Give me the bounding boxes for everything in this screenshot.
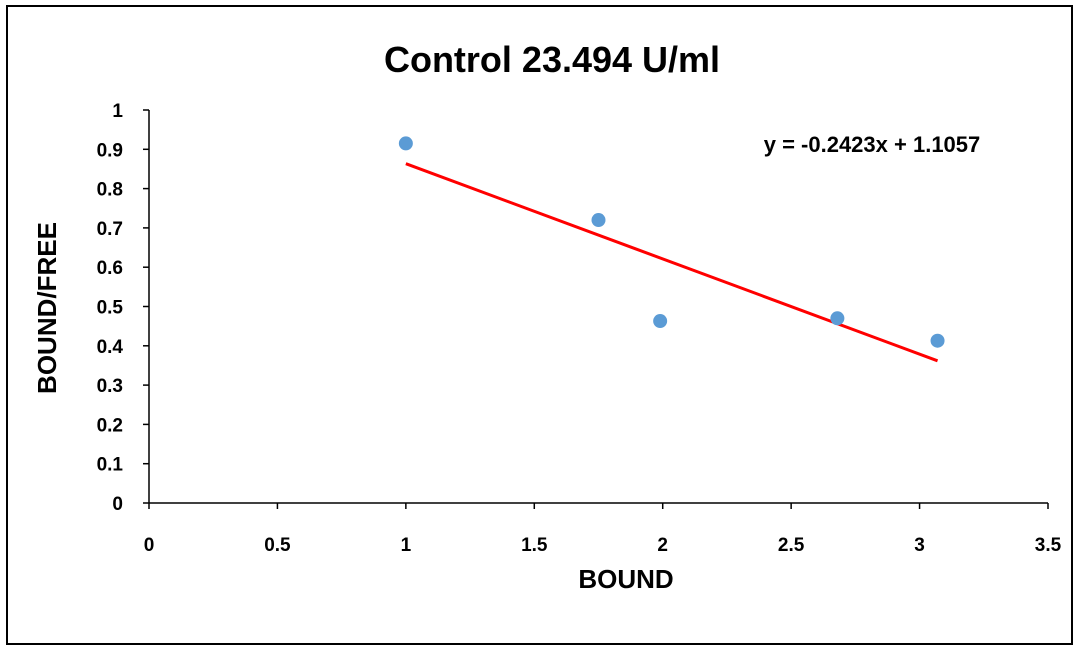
- data-point: [830, 311, 845, 326]
- x-tick-label: 0.5: [264, 535, 291, 556]
- y-tick-label: 1: [112, 101, 123, 122]
- chart-area: [6, 5, 1073, 645]
- data-point: [591, 213, 606, 228]
- y-tick-label: 0.1: [97, 455, 124, 476]
- y-tick-label: 0.4: [97, 337, 124, 358]
- x-tick-label: 2: [657, 535, 668, 556]
- y-tick-label: 0.5: [97, 298, 124, 319]
- chart-title: Control 23.494 U/ml: [384, 39, 720, 80]
- x-tick-label: 1: [401, 535, 412, 556]
- x-tick-label: 1.5: [521, 535, 548, 556]
- data-point: [930, 333, 945, 348]
- y-axis-title: BOUND/FREE: [32, 222, 62, 394]
- x-axis-title: BOUND: [578, 564, 673, 594]
- x-tick-label: 2.5: [778, 535, 805, 556]
- y-tick-label: 0.7: [97, 219, 123, 240]
- data-points: [398, 136, 945, 348]
- y-axis-ticks: 0 0.1 0.2 0.3 0.4 0.5 0.6 0.7 0.8 0.9 1: [97, 101, 149, 515]
- y-tick-label: 0.8: [97, 180, 123, 201]
- y-tick-label: 0.3: [97, 376, 123, 397]
- trendline: [405, 162, 939, 363]
- data-point: [653, 314, 668, 329]
- y-tick-label: 0: [112, 494, 123, 515]
- x-tick-label: 3: [914, 535, 925, 556]
- y-tick-label: 0.6: [97, 258, 123, 279]
- x-tick-label: 3.5: [1035, 535, 1062, 556]
- y-tick-label: 0.9: [97, 140, 123, 161]
- trendline-equation: y = -0.2423x + 1.1057: [764, 132, 981, 157]
- data-point: [398, 136, 413, 151]
- x-axis-ticks: 0 0.5 1 1.5 2 2.5 3 3.5: [144, 503, 1062, 556]
- scatter-chart: Control 23.494 U/ml 00.10.20.30.40.50.60…: [32, 39, 1062, 594]
- y-tick-label: 0.2: [97, 415, 123, 436]
- x-tick-label: 0: [144, 535, 155, 556]
